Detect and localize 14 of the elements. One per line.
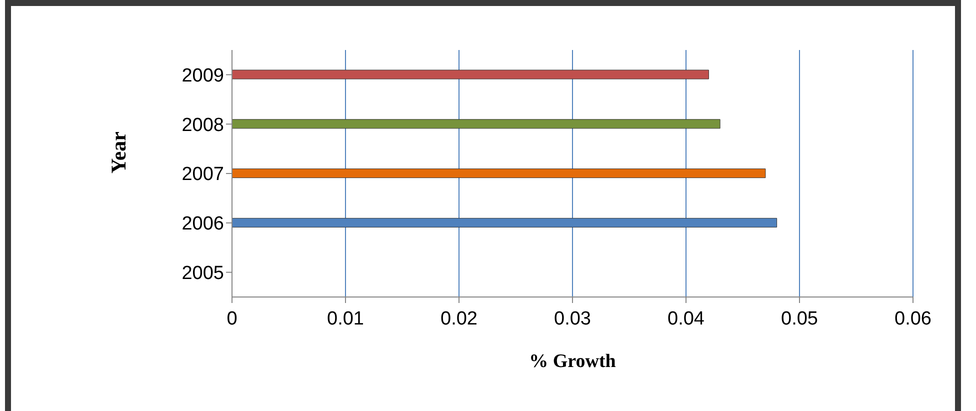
y-tick-label: 2009	[182, 65, 224, 86]
x-tick-label: 0.02	[440, 308, 478, 330]
x-tick-label: 0.03	[554, 308, 591, 330]
x-tick-label: 0	[226, 308, 238, 330]
x-tick-label: 0.01	[327, 308, 364, 330]
y-axis-title: Year	[106, 132, 130, 174]
y-tick-label: 2006	[182, 214, 224, 235]
y-tick-label: 2005	[182, 263, 224, 284]
x-tick-label: 0.06	[894, 308, 932, 330]
y-tick-label: 2007	[182, 164, 224, 186]
y-tick-label: 2008	[182, 114, 224, 136]
x-tick-label: 0.05	[781, 308, 818, 330]
x-tick-label: 0.04	[668, 308, 705, 330]
x-axis-title: % Growth	[529, 351, 616, 372]
